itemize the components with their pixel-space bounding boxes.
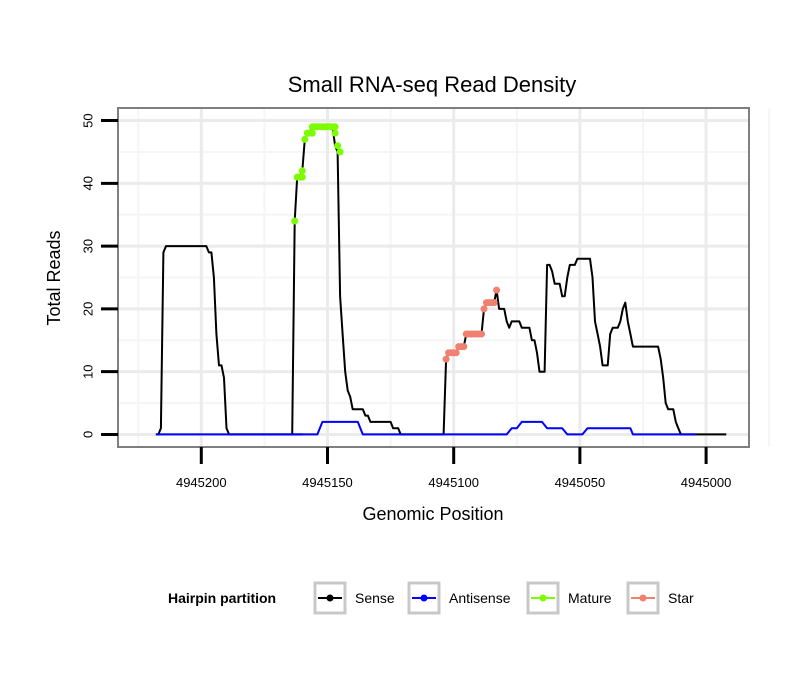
data-point-mature: [334, 142, 342, 150]
legend-label-mature: Mature: [568, 590, 612, 606]
legend: Hairpin partition Sense Antisense Mature St…: [168, 581, 694, 615]
y-tick-label: 40: [81, 176, 96, 190]
data-point-mature: [301, 135, 309, 143]
legend-label-antisense: Antisense: [449, 590, 511, 606]
y-tick-label: 20: [80, 302, 95, 316]
data-point-mature: [336, 148, 344, 156]
x-tick-label: 4945200: [176, 475, 227, 490]
x-tick-label: 4945050: [555, 475, 606, 490]
data-point-mature: [291, 217, 299, 225]
data-point-star: [460, 343, 468, 351]
axes: 4945200 4945150 4945100 4945050 4945000 0 10 20…: [80, 113, 731, 490]
series-layer: [155, 123, 727, 436]
legend-key-dot-antisense: [420, 594, 428, 602]
data-point-star: [480, 305, 488, 313]
y-tick-label: 50: [80, 113, 95, 127]
legend-label-star: Star: [668, 590, 694, 606]
data-point-star: [478, 330, 485, 338]
legend-key-dot-sense: [326, 594, 334, 602]
data-point-mature: [298, 173, 306, 181]
legend-label-sense: Sense: [355, 590, 395, 606]
x-tick-label: 4945100: [428, 475, 479, 490]
legend-title: Hairpin partition: [168, 590, 276, 606]
chart-title: Small RNA-seq Read Density: [288, 72, 577, 97]
legend-key-dot-star: [639, 594, 647, 602]
data-point-star: [490, 299, 498, 307]
x-axis-title: Genomic Position: [362, 504, 503, 524]
series-line-antisense: [155, 420, 696, 436]
legend-key-dot-mature: [539, 594, 547, 602]
series-points-mature: [291, 123, 344, 225]
data-point-star: [442, 355, 450, 363]
plot-border: [117, 107, 750, 448]
data-point-mature: [298, 167, 306, 175]
series-points-star: [442, 286, 501, 363]
data-point-star: [493, 286, 501, 294]
x-tick-label: 4945000: [681, 475, 732, 490]
data-point-mature: [331, 123, 339, 131]
y-tick-label: 0: [81, 431, 96, 438]
y-tick-label: 30: [81, 239, 96, 253]
data-point-star: [452, 349, 460, 357]
y-tick-label: 10: [80, 364, 95, 378]
y-axis-title: Total Reads: [44, 230, 64, 325]
x-tick-label: 4945150: [302, 475, 353, 490]
data-point-mature: [308, 129, 316, 137]
grid: [118, 108, 771, 447]
data-point-mature: [331, 129, 339, 137]
